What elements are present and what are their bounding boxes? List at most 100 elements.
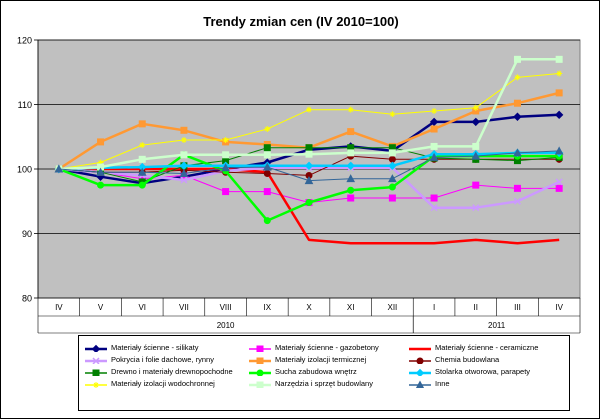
data-point <box>555 89 563 97</box>
data-point <box>304 176 314 185</box>
data-point <box>305 150 313 158</box>
data-point <box>430 204 438 212</box>
data-point <box>262 162 272 171</box>
data-point <box>346 161 355 170</box>
data-point <box>347 149 355 157</box>
data-point <box>263 217 271 225</box>
data-point <box>138 181 146 189</box>
data-point <box>431 107 438 114</box>
x-tick-label: II <box>474 303 478 312</box>
data-point <box>555 184 563 192</box>
y-tick-label: 100 <box>17 165 32 175</box>
data-point <box>347 186 355 194</box>
data-point <box>556 70 563 77</box>
data-point <box>415 380 425 388</box>
data-point <box>555 178 563 186</box>
data-point <box>305 199 313 207</box>
data-point <box>513 112 522 121</box>
data-point <box>180 151 188 159</box>
data-point <box>513 197 521 205</box>
data-point <box>513 148 522 157</box>
data-point <box>430 142 438 150</box>
x-tick-label: IX <box>264 303 272 312</box>
data-point <box>139 142 146 149</box>
data-point <box>346 174 356 183</box>
x-tick-label: VII <box>179 303 189 312</box>
legend-swatch <box>85 357 107 364</box>
data-point <box>305 144 313 152</box>
data-point <box>263 151 271 159</box>
data-point <box>472 142 480 150</box>
data-point <box>221 163 230 172</box>
y-tick-label: 120 <box>17 36 32 46</box>
data-point <box>429 117 439 127</box>
legend-label: Inne <box>435 379 450 388</box>
data-point <box>304 161 314 170</box>
data-point <box>388 149 396 157</box>
legend-swatch <box>409 347 431 351</box>
data-point <box>97 159 104 166</box>
chart-title: Trendy zmian cen (IV 2010=100) <box>203 14 399 29</box>
data-point <box>388 194 396 202</box>
data-point <box>91 344 101 352</box>
y-tick-label: 80 <box>22 294 32 304</box>
data-point <box>256 357 264 364</box>
data-point <box>92 357 100 364</box>
y-tick-label: 90 <box>22 229 32 239</box>
x-tick-label: VIII <box>220 303 232 312</box>
data-point <box>347 194 355 202</box>
data-point <box>180 176 188 184</box>
data-point <box>222 151 230 159</box>
data-point <box>263 170 271 178</box>
legend-swatch <box>409 368 431 376</box>
data-point <box>180 126 188 134</box>
legend-swatch <box>249 345 271 352</box>
year-group-label-2011: 2011 <box>488 321 506 330</box>
data-point <box>222 188 230 196</box>
legend-swatch <box>85 344 107 352</box>
data-point <box>93 382 99 388</box>
legend-swatch <box>249 369 271 376</box>
data-point <box>554 110 564 120</box>
legend-swatch <box>409 357 431 364</box>
legend-swatch <box>85 382 107 388</box>
legend-label: Materiały izolacji wodochronnej <box>111 379 215 388</box>
data-point <box>256 381 264 388</box>
data-point <box>471 117 480 127</box>
legend-label: Drewno i materiały drewnopochodne <box>111 367 233 376</box>
data-point <box>389 111 396 118</box>
data-point <box>263 144 271 152</box>
x-tick-label: IV <box>555 303 563 312</box>
legend-swatch <box>249 381 271 388</box>
x-tick-label: XII <box>387 303 397 312</box>
data-point <box>513 55 521 63</box>
data-point <box>472 104 479 111</box>
data-point <box>256 345 264 352</box>
legend-label: Chemia budowlana <box>435 355 500 364</box>
series-12 <box>54 146 564 185</box>
data-point <box>263 188 271 196</box>
data-point <box>388 174 397 183</box>
data-point <box>256 369 264 376</box>
series-10 <box>55 70 563 172</box>
data-point <box>472 181 480 189</box>
data-point <box>388 161 397 170</box>
data-point <box>306 106 312 113</box>
legend-label: Narzędzia i sprzęt budowlany <box>275 379 373 388</box>
data-point <box>92 369 100 376</box>
data-point <box>554 146 564 155</box>
data-point <box>97 181 105 189</box>
legend-label: Materiały ścienne - ceramiczne <box>435 343 539 352</box>
data-point <box>513 99 521 107</box>
data-point <box>514 74 521 81</box>
data-point <box>416 357 424 364</box>
legend-label: Materiały ścienne - silikaty <box>111 343 199 352</box>
data-point <box>471 151 481 160</box>
data-point <box>555 55 563 63</box>
x-tick-label: V <box>98 303 104 312</box>
legend-label: Materiały izolacji termicznej <box>275 355 367 364</box>
data-point <box>430 194 438 202</box>
data-point <box>179 168 189 178</box>
legend-swatch <box>85 369 107 376</box>
data-point <box>430 125 438 133</box>
